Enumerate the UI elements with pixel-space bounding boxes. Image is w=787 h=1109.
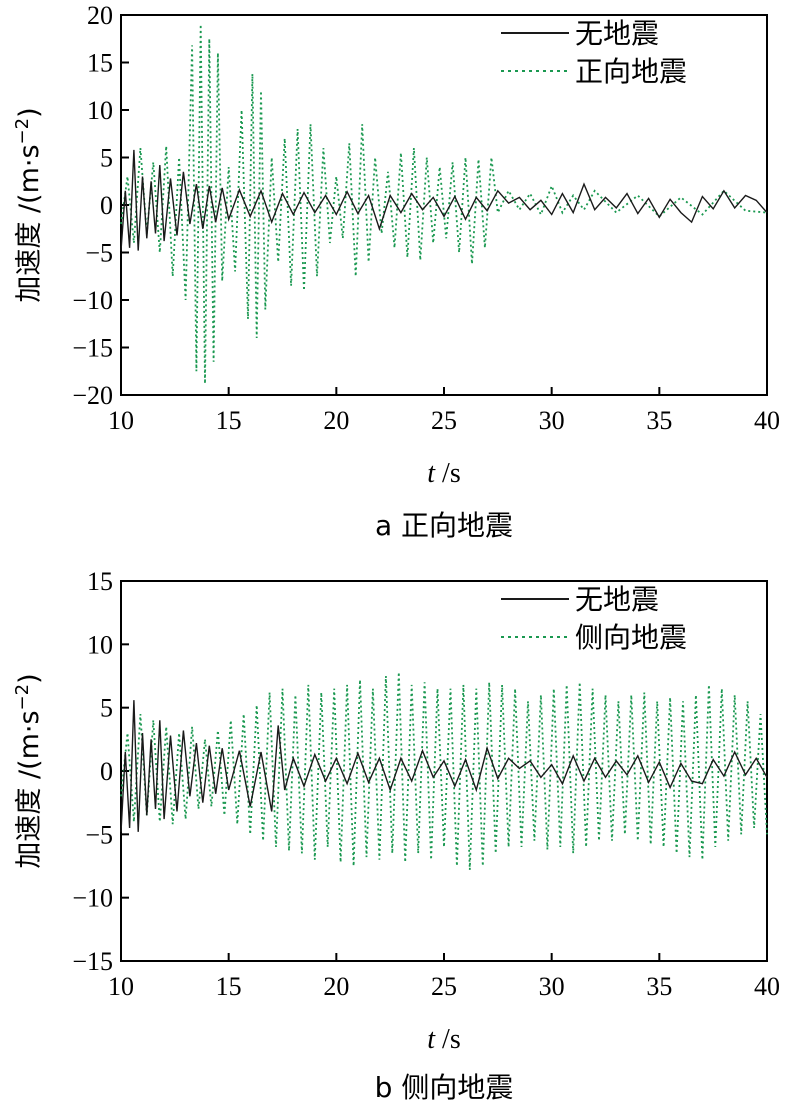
y-tick-label: −15 <box>72 947 113 976</box>
y-tick-label: −5 <box>85 820 113 849</box>
x-tick-label: 30 <box>539 972 565 1001</box>
y-tick-label: 5 <box>100 144 113 173</box>
y-axis-ticks: 15 10 5 0 −5 −10 −15 <box>72 567 129 976</box>
y-tick-label: 0 <box>100 191 113 220</box>
legend-label: 无地震 <box>575 17 659 50</box>
y-tick-label: −10 <box>72 286 113 315</box>
y-tick-label: 0 <box>100 757 113 786</box>
chart-panel-a: 20 15 10 5 0 −5 −10 −15 −20 10 15 20 25 30 35 40 无地震正向… <box>12 1 780 542</box>
legend-label: 无地震 <box>575 583 659 616</box>
y-tick-label: −5 <box>85 239 113 268</box>
series-line-no-earthquake <box>120 700 768 832</box>
panel-caption: a 正向地震 <box>375 509 513 542</box>
y-tick-label: 20 <box>87 1 113 30</box>
y-tick-label: −20 <box>72 381 113 410</box>
x-tick-label: 40 <box>754 406 780 435</box>
y-axis-ticks: 20 15 10 5 0 −5 −10 −15 −20 <box>72 1 129 410</box>
x-axis-ticks: 10 15 20 25 30 35 40 <box>108 953 780 1001</box>
y-axis-label: 加速度 /(m·s−2) <box>12 673 45 868</box>
panel-caption: b 侧向地震 <box>375 1071 514 1104</box>
y-axis-label: 加速度 /(m·s−2) <box>12 107 45 302</box>
series-line-no-earthquake <box>120 149 768 251</box>
y-tick-label: −15 <box>72 334 113 363</box>
x-tick-label: 35 <box>646 972 672 1001</box>
x-tick-label: 15 <box>216 406 242 435</box>
x-tick-label: 35 <box>646 406 672 435</box>
x-tick-label: 25 <box>431 406 457 435</box>
x-tick-label: 25 <box>431 972 457 1001</box>
x-tick-label: 20 <box>323 406 349 435</box>
y-tick-label: 10 <box>87 630 113 659</box>
x-tick-label: 10 <box>108 972 134 1001</box>
y-tick-label: 5 <box>100 694 113 723</box>
x-tick-label: 30 <box>539 406 565 435</box>
legend-label: 侧向地震 <box>575 621 687 654</box>
y-tick-label: 15 <box>87 567 113 596</box>
y-tick-label: −10 <box>72 884 113 913</box>
series-group <box>120 24 768 384</box>
series-group <box>120 672 768 870</box>
x-axis-label: t /s <box>427 458 460 489</box>
x-tick-label: 20 <box>323 972 349 1001</box>
x-axis-ticks: 10 15 20 25 30 35 40 <box>108 387 780 435</box>
x-axis-label: t /s <box>427 1024 460 1055</box>
x-tick-label: 15 <box>216 972 242 1001</box>
series-line-earthquake <box>120 672 768 870</box>
x-tick-label: 10 <box>108 406 134 435</box>
y-tick-label: 15 <box>87 49 113 78</box>
y-tick-label: 10 <box>87 96 113 125</box>
series-line-earthquake <box>120 24 768 384</box>
x-tick-label: 40 <box>754 972 780 1001</box>
legend-label: 正向地震 <box>575 55 687 88</box>
